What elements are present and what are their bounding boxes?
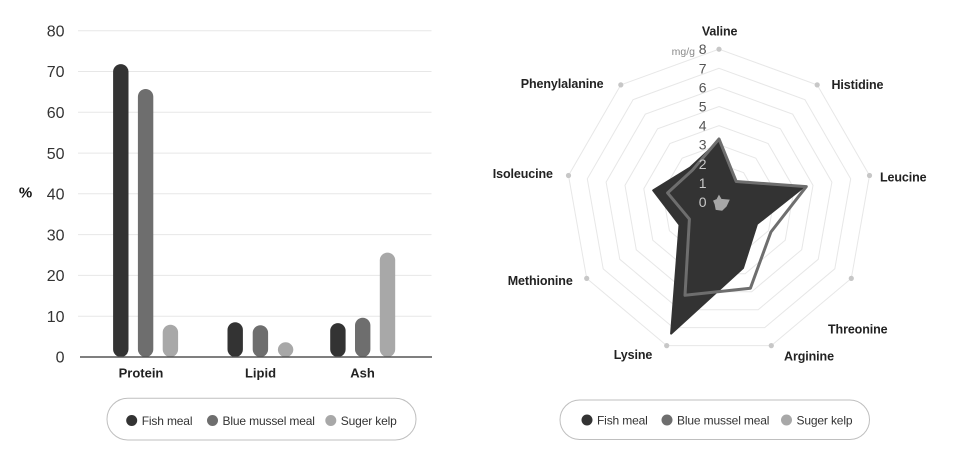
- svg-text:Arginine: Arginine: [784, 350, 834, 364]
- svg-text:Lysine: Lysine: [614, 348, 653, 362]
- svg-text:8: 8: [699, 41, 707, 57]
- svg-text:Isoleucine: Isoleucine: [493, 167, 553, 181]
- svg-text:5: 5: [699, 99, 707, 115]
- svg-text:Phenylalanine: Phenylalanine: [521, 77, 604, 91]
- svg-text:Suger kelp: Suger kelp: [341, 414, 397, 428]
- svg-text:20: 20: [47, 268, 65, 285]
- svg-text:6: 6: [699, 79, 707, 95]
- svg-text:3: 3: [699, 137, 707, 153]
- svg-text:Histidine: Histidine: [832, 78, 884, 92]
- svg-text:Fish meal: Fish meal: [597, 413, 648, 427]
- svg-text:60: 60: [47, 105, 65, 122]
- svg-text:Blue mussel meal: Blue mussel meal: [223, 414, 315, 428]
- svg-text:Leucine: Leucine: [880, 171, 927, 185]
- svg-text:0: 0: [699, 194, 707, 210]
- svg-text:Valine: Valine: [702, 25, 738, 39]
- svg-text:%: %: [19, 184, 32, 201]
- svg-text:0: 0: [56, 350, 65, 367]
- svg-text:40: 40: [47, 187, 65, 204]
- svg-text:30: 30: [47, 227, 65, 244]
- svg-text:Protein: Protein: [119, 366, 164, 381]
- svg-text:10: 10: [47, 309, 65, 326]
- svg-text:7: 7: [699, 60, 707, 76]
- svg-text:70: 70: [47, 64, 65, 81]
- svg-text:Lipid: Lipid: [245, 366, 276, 381]
- svg-text:2: 2: [699, 156, 707, 172]
- svg-text:Threonine: Threonine: [828, 323, 888, 337]
- svg-text:50: 50: [47, 146, 65, 163]
- svg-text:Suger kelp: Suger kelp: [797, 413, 853, 427]
- svg-text:1: 1: [699, 175, 707, 191]
- svg-text:80: 80: [47, 23, 65, 40]
- svg-text:Methionine: Methionine: [508, 274, 573, 288]
- svg-text:4: 4: [699, 118, 707, 134]
- svg-text:Ash: Ash: [350, 366, 375, 381]
- svg-text:Blue mussel meal: Blue mussel meal: [677, 413, 769, 427]
- svg-text:Fish meal: Fish meal: [142, 414, 193, 428]
- svg-text:mg/g: mg/g: [672, 46, 696, 58]
